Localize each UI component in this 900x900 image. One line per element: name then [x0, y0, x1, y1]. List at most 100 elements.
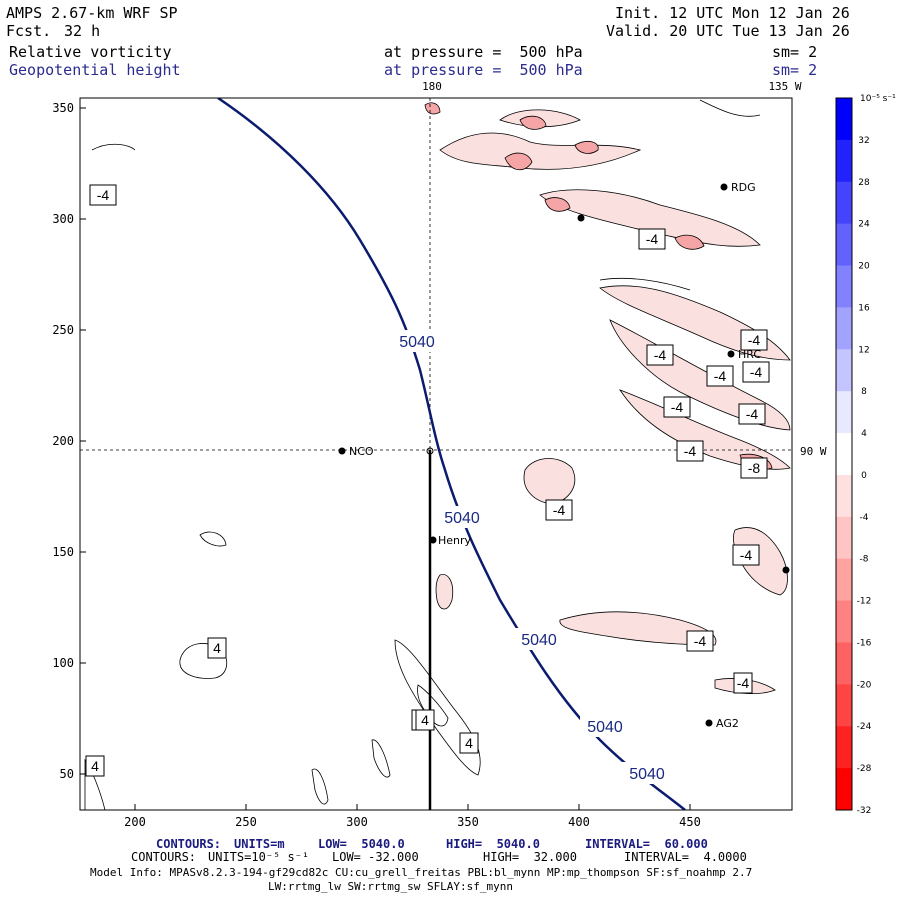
- x-tick-label: 250: [235, 815, 257, 829]
- vort-area: [523, 458, 576, 505]
- vort-label-box: -4: [676, 440, 704, 462]
- colorbar-swatch: [836, 139, 852, 183]
- colorbar-swatch: [836, 98, 852, 141]
- vort-label-box: 4: [415, 709, 435, 731]
- vort-label-box: 4: [459, 732, 479, 754]
- svg-text:-4: -4: [553, 502, 566, 518]
- vort-label-box: -4: [732, 544, 760, 566]
- pressure2-label: at pressure = 500 hPa: [384, 61, 583, 79]
- field2-title: Geopotential height: [9, 61, 181, 79]
- pressure1-label: at pressure = 500 hPa: [384, 43, 583, 61]
- y-tick-labels: 350 300 250 200 150 100 50: [52, 101, 74, 781]
- colorbar-label: -8: [860, 555, 869, 565]
- vort-label-box: -8: [740, 457, 768, 479]
- vort-label-box: -4: [663, 396, 691, 418]
- contours2-interval: INTERVAL= 4.0000: [624, 850, 747, 864]
- pos-contour: [199, 531, 227, 547]
- vort-label-box: -4: [89, 184, 117, 206]
- vort-core: [504, 152, 533, 171]
- station-origin: [426, 447, 434, 455]
- model-info: Model Info: MPASv8.2.3-194-gf29cd82c CU:…: [90, 866, 753, 879]
- smooth2-label: sm= 2: [772, 61, 818, 79]
- height-label-bg: [437, 506, 487, 528]
- svg-text:-4: -4: [97, 187, 110, 203]
- vort-area: [435, 574, 454, 610]
- y-tick-label: 50: [60, 767, 74, 781]
- height-label: 5040: [521, 632, 557, 649]
- svg-text:4: 4: [421, 712, 429, 728]
- station-ag2: AG2: [705, 717, 739, 730]
- x-tick-label: 200: [124, 815, 146, 829]
- contours2-high: HIGH= 32.000: [483, 850, 577, 864]
- contours1-interval: INTERVAL= 60.000: [585, 837, 708, 851]
- colorbar-swatch: [836, 768, 852, 811]
- height-labels: 5040 5040 5040 5040 5040: [392, 330, 672, 784]
- vort-label-box: -4: [742, 361, 770, 383]
- height-label: 5040: [444, 510, 480, 527]
- colorbar-frame: [835, 97, 853, 811]
- colorbar-label: 4: [861, 429, 867, 439]
- station-edge: [782, 566, 790, 574]
- colorbar-swatch: [836, 391, 852, 434]
- height-label-bg: [622, 762, 672, 784]
- station-henry: Henry: [429, 534, 472, 547]
- vort-core: [544, 197, 571, 212]
- svg-text:-4: -4: [694, 633, 707, 649]
- svg-text:-4: -4: [737, 675, 750, 691]
- negative-vorticity-areas: [435, 109, 791, 694]
- colorbar-swatch: [836, 600, 852, 643]
- pos-contour: [394, 639, 481, 776]
- colorbar-swatch: [836, 558, 852, 602]
- smooth1-label: sm= 2: [772, 43, 818, 61]
- station-unnamed: [577, 214, 585, 222]
- svg-text:-4: -4: [748, 332, 761, 348]
- field1-title: Relative vorticity: [9, 43, 172, 61]
- axis-ticks: [80, 107, 691, 810]
- y-tick-label: 100: [52, 656, 74, 670]
- colorbar-label: 20: [858, 262, 870, 272]
- colorbar-swatch: [836, 181, 852, 225]
- contours2-title: CONTOURS:: [131, 850, 197, 864]
- vort-label-box: -4: [545, 499, 573, 521]
- colorbar: 32 28 24 20 16 12 8 4 0 -4 -8 -12 -16 -20 -24 -28 -32: [835, 97, 872, 816]
- height-label-bg: [514, 628, 564, 650]
- svg-text:4: 4: [91, 758, 99, 774]
- y-tick-label: 150: [52, 545, 74, 559]
- colorbar-swatch: [836, 642, 852, 685]
- svg-text:-4: -4: [750, 364, 763, 380]
- pos-contour: [311, 768, 329, 805]
- colorbar-label: -28: [857, 764, 872, 774]
- model-title: AMPS 2.67-km WRF SP: [6, 4, 178, 22]
- forecast-label: Fcst.: [6, 22, 52, 40]
- vort-area: [439, 132, 642, 170]
- right-label-90w: 90 W: [800, 445, 827, 458]
- svg-text:RDG: RDG: [731, 181, 756, 194]
- colorbar-swatch: [836, 726, 852, 769]
- model-info-2: LW:rrtmg_lw SW:rrtmg_sw SFLAY:sf_mynn: [268, 880, 514, 893]
- colorbar-label: 32: [858, 136, 869, 146]
- height-label: 5040: [629, 766, 665, 783]
- top-label-135w: 135 W: [768, 80, 801, 93]
- colorbar-swatch: [836, 349, 852, 392]
- colorbar-label: -32: [857, 806, 872, 816]
- vort-label-box: -4: [733, 672, 753, 694]
- svg-text:-4: -4: [740, 547, 753, 563]
- top-label-180: 180: [422, 80, 442, 93]
- valid-time: Valid. 20 UTC Tue 13 Jan 26: [606, 22, 850, 40]
- svg-text:-4: -4: [714, 368, 727, 384]
- height-label: 5040: [399, 334, 435, 351]
- svg-text:-8: -8: [748, 460, 761, 476]
- svg-text:-4: -4: [684, 443, 697, 459]
- vort-area: [618, 389, 791, 470]
- pos-contour: [179, 643, 228, 679]
- vort-label-box: 4: [85, 755, 105, 777]
- colorbar-label: 0: [861, 471, 867, 481]
- height-label-bg: [580, 715, 630, 737]
- contours1-title: CONTOURS:: [156, 837, 222, 851]
- vort-label-box: -4: [646, 344, 674, 366]
- colorbar-label: -20: [857, 680, 872, 690]
- colorbar-swatch: [836, 433, 852, 476]
- colorbar-label: 28: [858, 178, 870, 188]
- colorbar-label: -4: [860, 513, 869, 523]
- colorbar-swatch: [836, 265, 852, 308]
